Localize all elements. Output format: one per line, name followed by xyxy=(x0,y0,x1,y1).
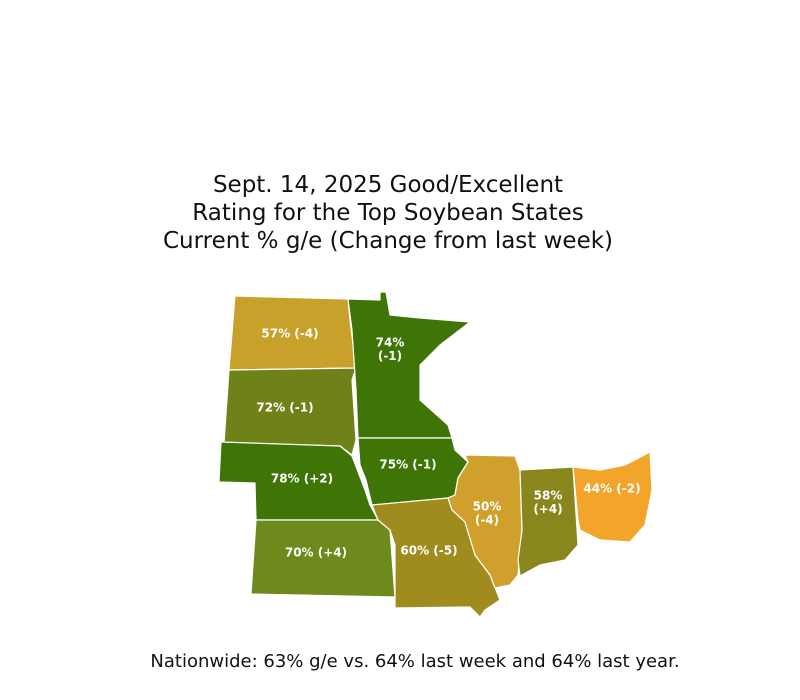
state-map xyxy=(218,291,653,618)
footer-note: Nationwide: 63% g/e vs. 64% last week an… xyxy=(150,651,679,672)
state-label: 44% (-2) xyxy=(583,482,640,496)
state-label: 60% (-5) xyxy=(400,544,457,558)
state-shape xyxy=(347,291,471,439)
state-label: 50% (-4) xyxy=(473,499,502,527)
state-shape xyxy=(357,437,469,506)
label-line: (+4) xyxy=(533,502,562,516)
state-label: 75% (-1) xyxy=(379,458,436,472)
label-line: 50% xyxy=(473,499,502,513)
label-line: (-4) xyxy=(475,513,499,527)
label-line: 58% xyxy=(534,488,563,502)
title-line: Sept. 14, 2025 Good/Excellent xyxy=(213,172,563,198)
state-shape xyxy=(447,454,523,589)
state-shape xyxy=(572,451,653,543)
state-shape xyxy=(218,441,379,521)
title-line: Current % g/e (Change from last week) xyxy=(163,228,613,254)
title-line: Rating for the Top Soybean States xyxy=(192,200,583,226)
label-line: (-1) xyxy=(378,349,402,363)
state-shape xyxy=(517,466,579,577)
state-label: 74% (-1) xyxy=(376,335,405,363)
state-label: 58% (+4) xyxy=(533,488,562,516)
label-line: 74% xyxy=(376,335,405,349)
state-label: 57% (-4) xyxy=(261,327,318,341)
state-label: 72% (-1) xyxy=(256,401,313,415)
state-label: 78% (+2) xyxy=(271,472,333,486)
state-label: 70% (+4) xyxy=(285,546,347,560)
state-shape xyxy=(250,519,396,598)
